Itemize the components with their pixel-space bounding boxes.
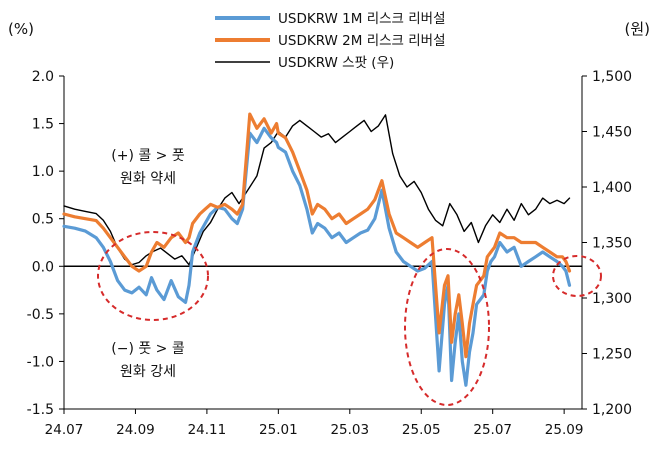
x-tick-label: 25.05 [402,422,441,438]
series-line-spot [63,114,571,266]
axes: 2.0 1.5 1.0 0.5 0.0 -0.5 -1.0 -1.5 1,500 1,450 1,4… [27,69,632,438]
left-tick-label: -0.5 [27,307,54,323]
right-tick-label: 1,200 [592,402,632,418]
series-line-1m [62,126,572,387]
left-tick-label: 1.0 [32,164,54,180]
annotation-positive-line1: (+) 콜 > 풋 [111,148,185,164]
x-tick-label: 25.03 [330,422,369,438]
left-tick-label: -1.0 [27,354,54,370]
series-layer [62,112,572,387]
right-axis-unit: (원) [624,20,650,38]
left-tick-label: 2.0 [32,69,54,85]
right-tick-label: 1,300 [592,291,632,307]
highlight-ellipses [97,231,602,406]
legend-label-2m: USDKRW 2M 리스크 리버설 [278,33,446,49]
legend: USDKRW 1M 리스크 리버설 USDKRW 2M 리스크 리버설 USDK… [215,11,446,71]
x-tick-label: 24.11 [188,422,227,438]
annotation-negative-line1: (−) 풋 > 콜 [111,341,185,357]
x-tick-label: 24.09 [116,422,155,438]
annotation-negative-line2: 원화 강세 [120,364,176,380]
right-tick-label: 1,350 [592,236,632,252]
left-tick-label: 0.5 [32,212,54,228]
left-tick-label: 0.0 [32,259,54,275]
highlight-ellipse-1 [97,231,209,321]
annotation-positive-line2: 원화 약세 [120,171,176,187]
left-axis-unit: (%) [8,20,34,38]
highlight-ellipse-3 [552,255,602,297]
x-tick-label: 25.09 [545,422,584,438]
series-line-2m [62,112,572,359]
left-tick-label: -1.5 [27,402,54,418]
highlight-ellipse-2 [404,248,490,406]
right-tick-label: 1,500 [592,69,632,85]
x-tick-label: 25.01 [259,422,298,438]
legend-label-spot: USDKRW 스팟 (우) [278,55,394,71]
x-tick-label: 24.07 [45,422,84,438]
left-tick-label: 1.5 [32,117,54,133]
right-tick-label: 1,400 [592,180,632,196]
right-tick-label: 1,450 [592,125,632,141]
annotations: (+) 콜 > 풋 원화 약세 (−) 풋 > 콜 원화 강세 [111,148,185,380]
right-tick-label: 1,250 [592,347,632,363]
x-tick-label: 25.07 [473,422,512,438]
legend-label-1m: USDKRW 1M 리스크 리버설 [278,11,446,27]
